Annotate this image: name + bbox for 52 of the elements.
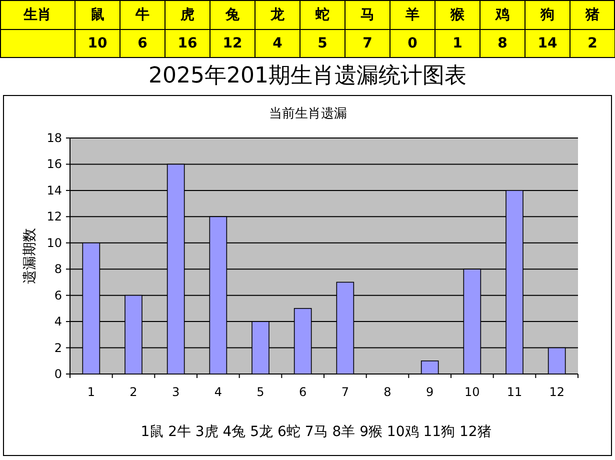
x-tick-label: 猪 <box>584 7 600 23</box>
data-label: 1 <box>452 36 462 52</box>
data-label: 16 <box>178 36 198 52</box>
y-tick-label: 12 <box>46 210 62 224</box>
x-tick-label: 鼠 <box>90 7 104 23</box>
x-tick-label: 11 <box>506 385 522 399</box>
y-tick-label: 10 <box>46 236 62 250</box>
x-tick-label: 蛇 <box>314 7 330 23</box>
chart-subtitle: 当前生肖遗漏 <box>269 106 347 122</box>
y-tick-label: 14 <box>46 183 62 198</box>
data-label: 4 <box>272 36 283 52</box>
x-tick-label: 1 <box>87 385 95 399</box>
x-tick-label: 5 <box>256 385 264 399</box>
x-tick-label: 9 <box>426 385 434 399</box>
bar <box>420 360 439 374</box>
data-label: 5 <box>318 36 328 52</box>
data-label: 10 <box>88 36 108 52</box>
x-tick-label: 10 <box>464 385 480 399</box>
y-axis-title: 遗漏期数 <box>22 228 38 284</box>
data-label: 6 <box>138 36 148 52</box>
y-tick-label: 16 <box>46 157 62 172</box>
x-tick-label: 12 <box>549 385 564 399</box>
x-tick-label: 猴 <box>450 7 466 23</box>
y-tick-label: 8 <box>54 262 62 276</box>
data-label: 8 <box>498 36 508 52</box>
x-tick-label: 鸡 <box>494 7 510 23</box>
text: 生肖 <box>22 7 52 23</box>
x-tick-label: 7 <box>341 385 349 399</box>
x-tick-label: 8 <box>384 385 392 399</box>
y-tick-label: 18 <box>46 131 62 145</box>
y-tick-label: 2 <box>54 340 62 355</box>
x-tick-label: 马 <box>360 7 374 23</box>
x-tick-label: 2 <box>130 385 138 399</box>
x-tick-label: 兔 <box>224 7 240 23</box>
data-label: 14 <box>538 36 558 52</box>
x-tick-label: 牛 <box>134 7 150 23</box>
y-tick-label: 4 <box>54 314 62 329</box>
data-label: 12 <box>222 36 242 52</box>
chart-title: 2025年201期生肖遗漏统计图表 <box>148 64 466 88</box>
x-tick-label: 龙 <box>270 7 286 23</box>
x-tick-label: 6 <box>299 385 307 399</box>
x-tick-label: 狗 <box>540 7 554 23</box>
data-label: 7 <box>362 36 372 52</box>
x-axis-title: 1鼠 2牛 3虎 4兔 5龙 6蛇 7马 8羊 9猴 10鸡 11狗 12猪 <box>140 424 492 440</box>
data-label: 0 <box>408 36 418 52</box>
x-tick-label: 4 <box>214 385 222 399</box>
data-label: 2 <box>588 36 598 52</box>
x-tick-label: 羊 <box>404 7 420 23</box>
y-tick-label: 0 <box>54 367 62 381</box>
x-tick-label: 虎 <box>180 7 194 23</box>
y-tick-label: 6 <box>54 288 62 302</box>
x-tick-label: 3 <box>172 385 180 399</box>
